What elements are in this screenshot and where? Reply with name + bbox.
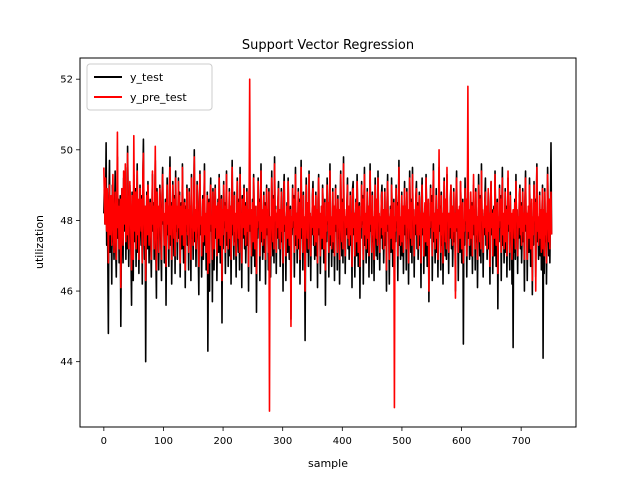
legend-label-y-pre-test: y_pre_test [130,91,187,104]
y-tick-label: 46 [60,287,73,298]
plot-frame [79,57,577,428]
plot-area [79,57,577,428]
y-tick-label: 50 [60,145,73,156]
legend-box [86,63,213,111]
x-tick-label: 600 [452,436,471,447]
x-tick-label: 400 [333,436,352,447]
x-tick-label: 0 [101,436,107,447]
x-tick-label: 100 [154,436,173,447]
y-tick-label: 52 [60,75,73,86]
x-tick-label: 500 [392,436,411,447]
y-axis: 44 46 48 50 52 [60,75,80,368]
y-tick-label: 44 [60,357,73,368]
x-tick-label: 700 [512,436,531,447]
x-axis-label: sample [308,457,348,470]
x-axis: 0 100 200 300 400 500 600 700 [101,427,531,447]
series-line-y-pre-test [103,78,553,412]
series-layer [103,78,553,412]
y-tick-label: 48 [60,216,73,227]
x-tick-label: 300 [273,436,292,447]
legend-label-y-test: y_test [130,71,164,84]
y-axis-label: utilization [33,215,46,269]
legend: y_test y_pre_test [86,63,213,111]
chart-title: Support Vector Regression [242,38,414,53]
x-tick-label: 200 [214,436,233,447]
